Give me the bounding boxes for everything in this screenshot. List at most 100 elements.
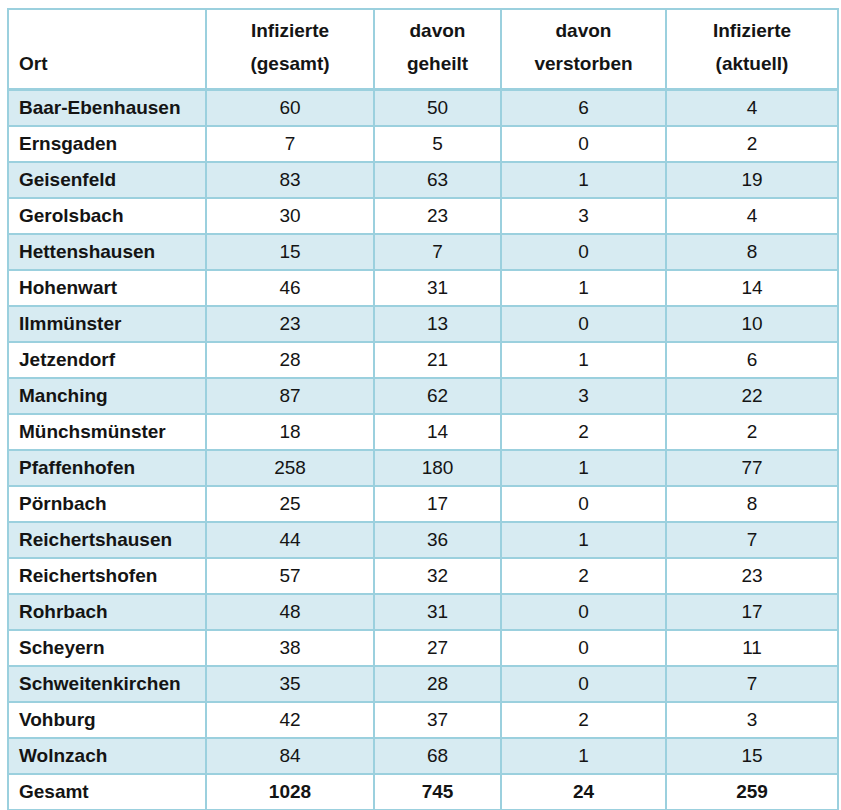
value-cell: 2 bbox=[501, 702, 666, 738]
value-cell: 48 bbox=[206, 594, 374, 630]
table-row: Scheyern3827011 bbox=[8, 630, 838, 666]
table-row: Pfaffenhofen258180177 bbox=[8, 450, 838, 486]
table-row: Geisenfeld8363119 bbox=[8, 162, 838, 198]
table-row: Hohenwart4631114 bbox=[8, 270, 838, 306]
header-row: Ort Infizierte (gesamt) davon geheilt da… bbox=[8, 9, 838, 90]
value-cell: 258 bbox=[206, 450, 374, 486]
value-cell: 7 bbox=[374, 234, 501, 270]
value-cell: 1 bbox=[501, 162, 666, 198]
ort-cell: Pörnbach bbox=[8, 486, 206, 522]
value-cell: 7 bbox=[666, 666, 838, 702]
table-row: Vohburg423723 bbox=[8, 702, 838, 738]
value-cell: 3 bbox=[501, 378, 666, 414]
value-cell: 8 bbox=[666, 234, 838, 270]
value-cell: 0 bbox=[501, 306, 666, 342]
value-cell: 0 bbox=[501, 126, 666, 162]
table-row: Ernsgaden7502 bbox=[8, 126, 838, 162]
ort-cell: Ilmmünster bbox=[8, 306, 206, 342]
ort-cell: Münchsmünster bbox=[8, 414, 206, 450]
ort-cell: Reichertshofen bbox=[8, 558, 206, 594]
value-cell: 5 bbox=[374, 126, 501, 162]
column-header-line: verstorben bbox=[506, 47, 661, 80]
value-cell: 2 bbox=[501, 414, 666, 450]
ort-cell: Hohenwart bbox=[8, 270, 206, 306]
total-row: Gesamt 1028 745 24 259 bbox=[8, 774, 838, 810]
value-cell: 68 bbox=[374, 738, 501, 774]
ort-cell: Ernsgaden bbox=[8, 126, 206, 162]
value-cell: 0 bbox=[501, 594, 666, 630]
value-cell: 0 bbox=[501, 234, 666, 270]
ort-cell: Scheyern bbox=[8, 630, 206, 666]
table-row: Ilmmünster2313010 bbox=[8, 306, 838, 342]
value-cell: 25 bbox=[206, 486, 374, 522]
value-cell: 13 bbox=[374, 306, 501, 342]
table-row: Manching8762322 bbox=[8, 378, 838, 414]
value-cell: 46 bbox=[206, 270, 374, 306]
ort-cell: Rohrbach bbox=[8, 594, 206, 630]
infection-table-container: Ort Infizierte (gesamt) davon geheilt da… bbox=[7, 8, 839, 810]
table-row: Baar-Ebenhausen605064 bbox=[8, 90, 838, 126]
total-value-cell: 24 bbox=[501, 774, 666, 810]
ort-cell: Manching bbox=[8, 378, 206, 414]
column-header-davon-verstorben: davon verstorben bbox=[501, 9, 666, 90]
value-cell: 15 bbox=[666, 738, 838, 774]
value-cell: 7 bbox=[666, 522, 838, 558]
table-row: Gerolsbach302334 bbox=[8, 198, 838, 234]
table-row: Reichertshofen5732223 bbox=[8, 558, 838, 594]
value-cell: 31 bbox=[374, 270, 501, 306]
value-cell: 63 bbox=[374, 162, 501, 198]
column-header-line: davon bbox=[506, 14, 661, 47]
ort-cell: Hettenshausen bbox=[8, 234, 206, 270]
table-row: Wolnzach8468115 bbox=[8, 738, 838, 774]
value-cell: 83 bbox=[206, 162, 374, 198]
ort-cell: Baar-Ebenhausen bbox=[8, 90, 206, 126]
value-cell: 18 bbox=[206, 414, 374, 450]
column-header-line: (aktuell) bbox=[671, 47, 833, 80]
value-cell: 36 bbox=[374, 522, 501, 558]
value-cell: 10 bbox=[666, 306, 838, 342]
value-cell: 7 bbox=[206, 126, 374, 162]
value-cell: 84 bbox=[206, 738, 374, 774]
value-cell: 77 bbox=[666, 450, 838, 486]
ort-cell: Vohburg bbox=[8, 702, 206, 738]
table-row: Hettenshausen15708 bbox=[8, 234, 838, 270]
value-cell: 19 bbox=[666, 162, 838, 198]
infection-table: Ort Infizierte (gesamt) davon geheilt da… bbox=[7, 8, 839, 810]
value-cell: 30 bbox=[206, 198, 374, 234]
table-row: Pörnbach251708 bbox=[8, 486, 838, 522]
column-header-infizierte-gesamt: Infizierte (gesamt) bbox=[206, 9, 374, 90]
value-cell: 32 bbox=[374, 558, 501, 594]
value-cell: 17 bbox=[374, 486, 501, 522]
value-cell: 1 bbox=[501, 342, 666, 378]
table-row: Reichertshausen443617 bbox=[8, 522, 838, 558]
total-value-cell: 1028 bbox=[206, 774, 374, 810]
value-cell: 57 bbox=[206, 558, 374, 594]
value-cell: 15 bbox=[206, 234, 374, 270]
ort-cell: Reichertshausen bbox=[8, 522, 206, 558]
ort-cell: Geisenfeld bbox=[8, 162, 206, 198]
value-cell: 37 bbox=[374, 702, 501, 738]
value-cell: 6 bbox=[666, 342, 838, 378]
table-body: Baar-Ebenhausen605064Ernsgaden7502Geisen… bbox=[8, 90, 838, 810]
value-cell: 1 bbox=[501, 738, 666, 774]
column-header-line: geheilt bbox=[379, 47, 496, 80]
value-cell: 1 bbox=[501, 522, 666, 558]
table-row: Münchsmünster181422 bbox=[8, 414, 838, 450]
value-cell: 180 bbox=[374, 450, 501, 486]
column-header-line: Ort bbox=[19, 47, 201, 80]
value-cell: 23 bbox=[374, 198, 501, 234]
column-header-ort: Ort bbox=[8, 9, 206, 90]
value-cell: 1 bbox=[501, 450, 666, 486]
table-row: Rohrbach4831017 bbox=[8, 594, 838, 630]
value-cell: 38 bbox=[206, 630, 374, 666]
value-cell: 1 bbox=[501, 270, 666, 306]
value-cell: 2 bbox=[501, 558, 666, 594]
value-cell: 17 bbox=[666, 594, 838, 630]
value-cell: 87 bbox=[206, 378, 374, 414]
value-cell: 27 bbox=[374, 630, 501, 666]
ort-cell: Gerolsbach bbox=[8, 198, 206, 234]
value-cell: 0 bbox=[501, 630, 666, 666]
ort-cell: Jetzendorf bbox=[8, 342, 206, 378]
column-header-infizierte-aktuell: Infizierte (aktuell) bbox=[666, 9, 838, 90]
column-header-line: Infizierte bbox=[211, 14, 369, 47]
